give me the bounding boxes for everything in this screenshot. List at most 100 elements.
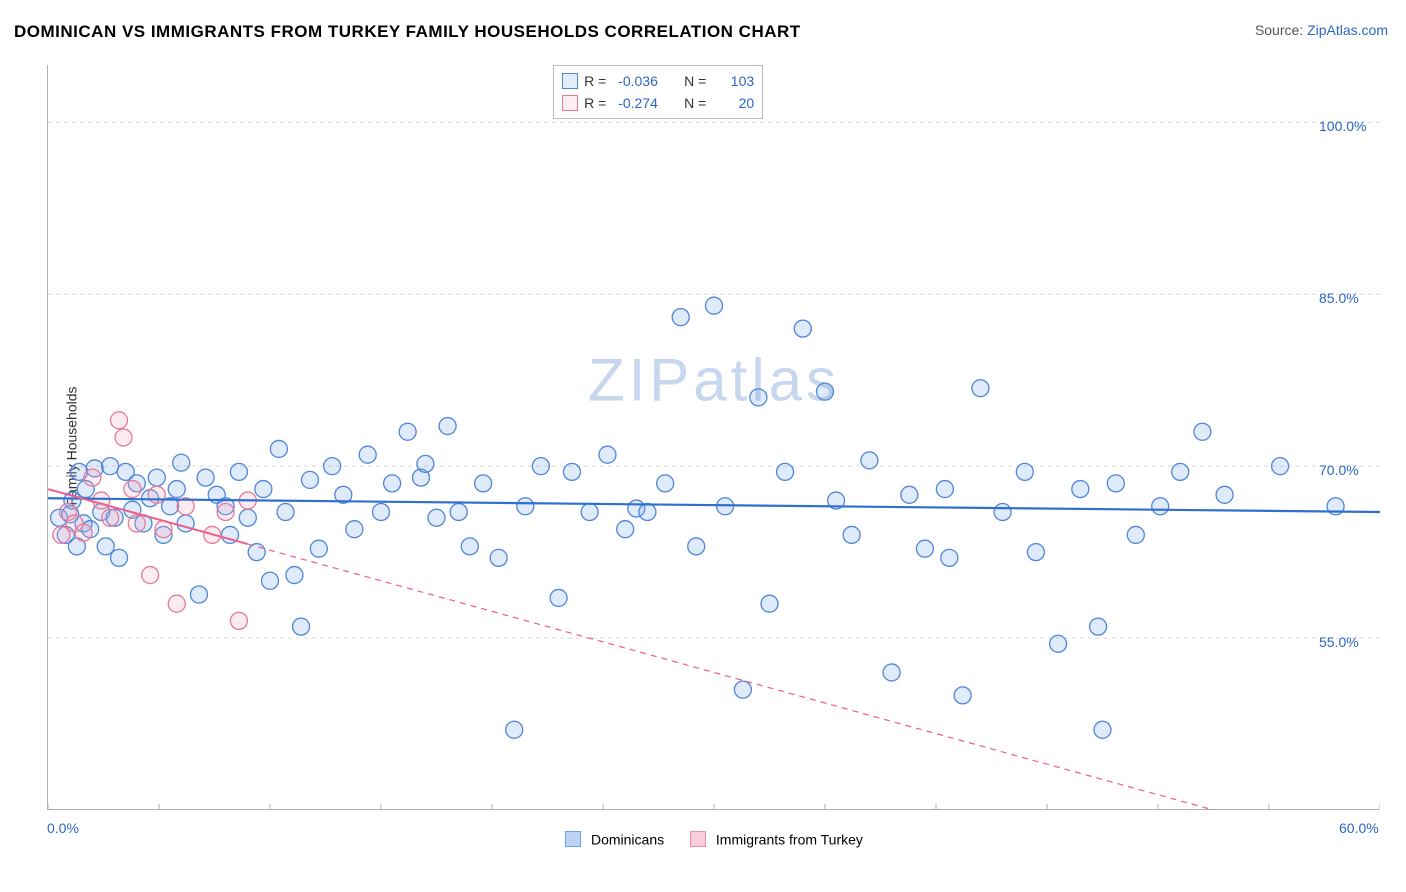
legend-swatch [562,73,578,89]
scatter-point [761,595,778,612]
scatter-point [301,471,318,488]
scatter-point [84,469,101,486]
scatter-point [461,538,478,555]
scatter-point [734,681,751,698]
legend-swatch-dominicans [565,831,581,847]
source-link[interactable]: ZipAtlas.com [1307,22,1388,38]
source-label: Source: [1255,22,1307,38]
stats-legend: R = -0.036 N = 103R = -0.274 N = 20 [553,65,763,119]
scatter-point [639,504,656,521]
y-tick-label: 55.0% [1319,634,1359,650]
scatter-point [861,452,878,469]
scatter-point [672,309,689,326]
scatter-point [439,418,456,435]
scatter-point [230,612,247,629]
stat-n-value: 20 [718,92,754,114]
bottom-legend: Dominicans Immigrants from Turkey [0,830,1406,847]
scatter-point [115,429,132,446]
scatter-point [255,481,272,498]
scatter-point [346,521,363,538]
scatter-point [1050,635,1067,652]
scatter-point [111,549,128,566]
scatter-point [111,412,128,429]
scatter-point [916,540,933,557]
scatter-point [142,567,159,584]
scatter-point [581,504,598,521]
scatter-point [1152,498,1169,515]
scatter-point [750,389,767,406]
scatter-point [270,440,287,457]
scatter-point [777,463,794,480]
scatter-point [359,446,376,463]
scatter-point [475,475,492,492]
scatter-point [817,383,834,400]
scatter-point [1127,526,1144,543]
watermark: ZIPatlas [588,346,840,413]
stat-r-label: R = [584,70,612,92]
scatter-point [190,586,207,603]
regression-line-dashed [248,544,1380,810]
scatter-point [277,504,294,521]
scatter-point [197,469,214,486]
legend-label-turkey: Immigrants from Turkey [716,831,863,847]
scatter-point [490,549,507,566]
scatter-point [1094,721,1111,738]
scatter-point [384,475,401,492]
scatter-point [532,458,549,475]
scatter-point [994,504,1011,521]
scatter-point [1194,423,1211,440]
scatter-point [324,458,341,475]
scatter-point [168,481,185,498]
x-tick-label: 0.0% [47,820,79,836]
scatter-point [688,538,705,555]
scatter-point [168,595,185,612]
scatter-point [1272,458,1289,475]
scatter-point [173,454,190,471]
scatter-point [124,481,141,498]
scatter-point [706,297,723,314]
y-tick-label: 70.0% [1319,462,1359,478]
scatter-point [954,687,971,704]
chart-title: DOMINICAN VS IMMIGRANTS FROM TURKEY FAMI… [14,22,801,42]
scatter-point [1216,486,1233,503]
scatter-point [563,463,580,480]
scatter-point [794,320,811,337]
stat-r-label: R = [584,92,612,114]
scatter-point [248,544,265,561]
scatter-plot-svg: ZIPatlas [48,65,1380,810]
scatter-point [901,486,918,503]
legend-swatch-turkey [690,831,706,847]
scatter-point [550,589,567,606]
plot-area: ZIPatlas [47,65,1379,810]
scatter-point [883,664,900,681]
scatter-point [1107,475,1124,492]
scatter-point [286,567,303,584]
scatter-point [1172,463,1189,480]
scatter-point [97,538,114,555]
scatter-point [102,458,119,475]
stat-r-value: -0.274 [618,92,678,114]
scatter-point [450,504,467,521]
scatter-point [293,618,310,635]
scatter-point [148,486,165,503]
stat-n-label: N = [684,92,712,114]
y-tick-label: 85.0% [1319,290,1359,306]
scatter-point [310,540,327,557]
scatter-point [102,509,119,526]
chart-container: { "title": "DOMINICAN VS IMMIGRANTS FROM… [0,0,1406,892]
scatter-point [617,521,634,538]
scatter-point [148,469,165,486]
scatter-point [517,498,534,515]
scatter-point [428,509,445,526]
stat-n-value: 103 [718,70,754,92]
legend-swatch [562,95,578,111]
scatter-point [843,526,860,543]
scatter-point [506,721,523,738]
scatter-point [217,504,234,521]
stat-r-value: -0.036 [618,70,678,92]
scatter-point [373,504,390,521]
x-tick-label: 60.0% [1339,820,1379,836]
stats-legend-row: R = -0.274 N = 20 [562,92,754,114]
scatter-point [239,509,256,526]
scatter-point [657,475,674,492]
